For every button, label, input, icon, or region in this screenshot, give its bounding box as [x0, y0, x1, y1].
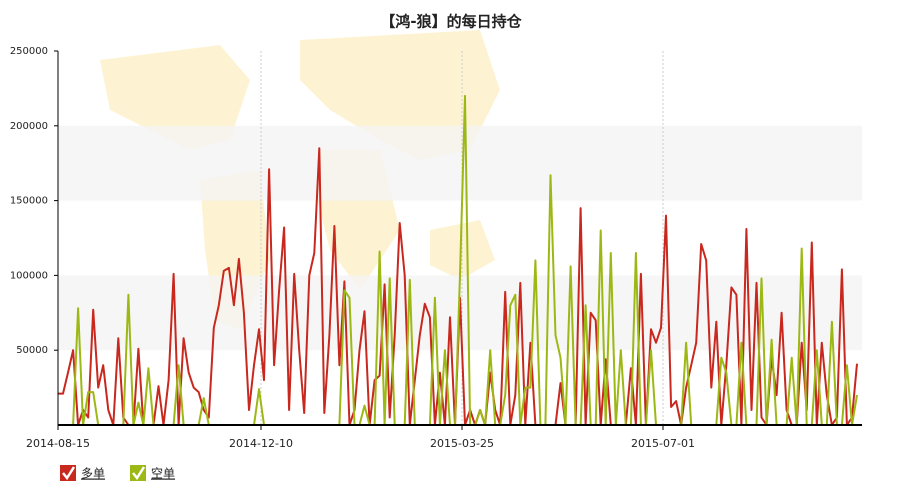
legend-item[interactable]: 多单	[60, 465, 105, 481]
x-tick-label: 2015-07-01	[631, 437, 695, 450]
y-tick-label: 100000	[10, 270, 48, 281]
x-tick-label: 2014-08-15	[26, 437, 90, 450]
x-tick-label: 2014-12-10	[229, 437, 293, 450]
chart-title: 【鸿-狼】的每日持仓	[380, 13, 522, 31]
y-tick-label: 50000	[16, 345, 48, 356]
legend-check	[62, 466, 76, 481]
y-tick-label: 250000	[10, 46, 48, 57]
grid-band	[58, 125, 862, 201]
legend-label: 空单	[151, 467, 175, 481]
legend-label: 多单	[81, 467, 105, 481]
y-tick-label: 200000	[10, 121, 48, 132]
legend-check	[132, 466, 146, 481]
x-tick-label: 2015-03-25	[430, 437, 494, 450]
legend-item[interactable]: 空单	[130, 465, 175, 481]
y-tick-label: 150000	[10, 196, 48, 207]
